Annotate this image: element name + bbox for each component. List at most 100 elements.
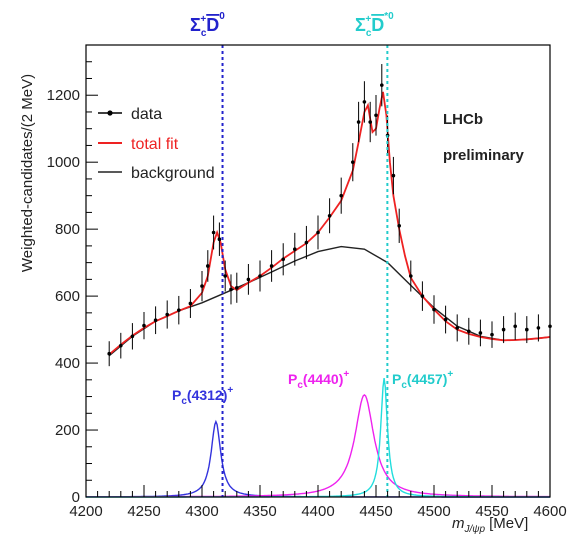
x-tick-label-3: 4350 bbox=[243, 503, 276, 520]
legend-item-total-fit: total fit bbox=[98, 136, 179, 153]
legend-item-data: data bbox=[98, 106, 162, 123]
x-axis-title-unit: [MeV] bbox=[489, 515, 528, 532]
threshold-label-sigmac-d0-sub: c bbox=[201, 28, 207, 39]
peak-label-pc4457-sub: c bbox=[401, 380, 407, 391]
data-point bbox=[501, 327, 506, 332]
threshold-label-sigmac-d0: Σc +D0 bbox=[190, 11, 225, 39]
experiment-label: LHCb bbox=[443, 111, 483, 128]
threshold-label-sigmac-dstar0-meson: D bbox=[371, 15, 384, 35]
peak-label-pc4440-sub: c bbox=[297, 380, 303, 391]
data-point bbox=[525, 327, 529, 332]
data-point bbox=[513, 324, 517, 329]
axis-tick-labels: 4200 4250 4300 4350 4400 4450 4500 4550 4600 0 200… bbox=[47, 87, 567, 520]
data-point bbox=[443, 317, 448, 322]
peak-label-pc4440-mass: (4440) bbox=[303, 371, 343, 387]
data-point bbox=[391, 173, 396, 178]
legend: data total fit background bbox=[98, 106, 215, 182]
threshold-label-sigmac-d0-sup: + bbox=[200, 14, 206, 25]
x-tick-label-1: 4250 bbox=[127, 503, 160, 520]
data-point bbox=[246, 277, 251, 282]
peak-label-pc4457-main: P bbox=[392, 371, 401, 387]
data-point bbox=[362, 100, 367, 104]
x-tick-label-6: 4500 bbox=[417, 503, 450, 520]
data-point bbox=[211, 230, 216, 235]
y-tick-label-0: 0 bbox=[72, 489, 80, 506]
data-point bbox=[420, 294, 425, 298]
peak-label-pc4312-sub: c bbox=[181, 396, 187, 407]
data-point bbox=[397, 224, 402, 228]
peak-label-pc4440-main: P bbox=[288, 371, 297, 387]
data-point bbox=[368, 120, 373, 124]
y-tick-label-3: 600 bbox=[55, 288, 80, 305]
x-tick-label-4: 4400 bbox=[301, 503, 334, 520]
data-point bbox=[478, 331, 483, 335]
x-tick-label-2: 4300 bbox=[185, 503, 218, 520]
x-tick-label-8: 4600 bbox=[533, 503, 566, 520]
peak-label-pc4440-sup: + bbox=[343, 369, 349, 380]
data-point bbox=[258, 274, 262, 278]
data-point bbox=[281, 257, 286, 262]
x-axis-title: mJ/ψp [MeV] bbox=[452, 515, 528, 535]
peak-label-pc4312-sup: + bbox=[227, 385, 233, 396]
data-point bbox=[119, 343, 123, 348]
data-point bbox=[130, 334, 135, 339]
data-point bbox=[107, 351, 111, 356]
y-axis-title: Weighted-candidates/(2 MeV) bbox=[19, 74, 36, 272]
x-tick-label-7: 4550 bbox=[475, 503, 508, 520]
data-point bbox=[380, 83, 384, 87]
data-point bbox=[153, 318, 158, 323]
peak-label-pc4312-mass: (4312) bbox=[187, 387, 227, 403]
legend-background-label: background bbox=[131, 165, 215, 182]
data-point bbox=[374, 113, 378, 118]
y-tick-label-6: 1200 bbox=[47, 87, 80, 104]
data-point bbox=[339, 193, 344, 198]
y-tick-label-4: 800 bbox=[55, 221, 80, 238]
data-point bbox=[165, 312, 169, 317]
data-point bbox=[293, 247, 297, 252]
data-point bbox=[490, 332, 494, 337]
y-tick-label-1: 200 bbox=[55, 422, 80, 439]
data-point bbox=[229, 287, 233, 292]
peak-label-pc4312-main: P bbox=[172, 387, 181, 403]
data-point bbox=[177, 308, 181, 312]
legend-item-background: background bbox=[98, 165, 215, 182]
data-point bbox=[304, 240, 309, 245]
threshold-label-sigmac-dstar0-main: Σ bbox=[355, 15, 366, 35]
data-point bbox=[316, 230, 320, 235]
axis-ticks bbox=[85, 44, 551, 498]
peak-label-pc4457-sup: + bbox=[447, 369, 453, 380]
data-point bbox=[536, 326, 541, 330]
threshold-label-sigmac-dstar0-sup: + bbox=[365, 14, 371, 25]
data-point bbox=[351, 160, 355, 164]
data-point bbox=[269, 264, 274, 268]
threshold-label-sigmac-dstar0: Σc +D*0 bbox=[355, 11, 394, 39]
peak-label-pc4457: Pc(4457)+ bbox=[392, 369, 453, 391]
data-point bbox=[409, 274, 413, 278]
data-point bbox=[200, 284, 204, 288]
legend-data-marker bbox=[107, 110, 113, 116]
peak-label-pc4457-mass: (4457) bbox=[407, 371, 447, 387]
peak-label-pc4440: Pc(4440)+ bbox=[288, 369, 349, 391]
legend-data-label: data bbox=[131, 106, 162, 123]
data-point bbox=[327, 213, 332, 218]
y-tick-label-2: 400 bbox=[55, 355, 80, 372]
x-axis-title-sub: J/ψp bbox=[464, 524, 486, 535]
threshold-label-sigmac-d0-meson-sup: 0 bbox=[219, 11, 225, 22]
data-point bbox=[188, 301, 193, 306]
data-point bbox=[206, 264, 210, 268]
threshold-label-sigmac-dstar0-sub: c bbox=[366, 28, 372, 39]
data-point bbox=[223, 274, 227, 278]
peak-label-pc4312: Pc(4312)+ bbox=[172, 385, 233, 407]
data-point bbox=[217, 237, 222, 241]
data-layer bbox=[107, 64, 552, 367]
y-tick-label-5: 1000 bbox=[47, 154, 80, 171]
threshold-label-sigmac-dstar0-meson-sup: *0 bbox=[384, 11, 394, 22]
data-point bbox=[455, 326, 460, 330]
data-point bbox=[467, 329, 471, 334]
data-point bbox=[142, 323, 146, 328]
status-label: preliminary bbox=[443, 147, 525, 164]
data-point bbox=[432, 307, 436, 312]
x-axis-title-main: m bbox=[452, 515, 465, 532]
